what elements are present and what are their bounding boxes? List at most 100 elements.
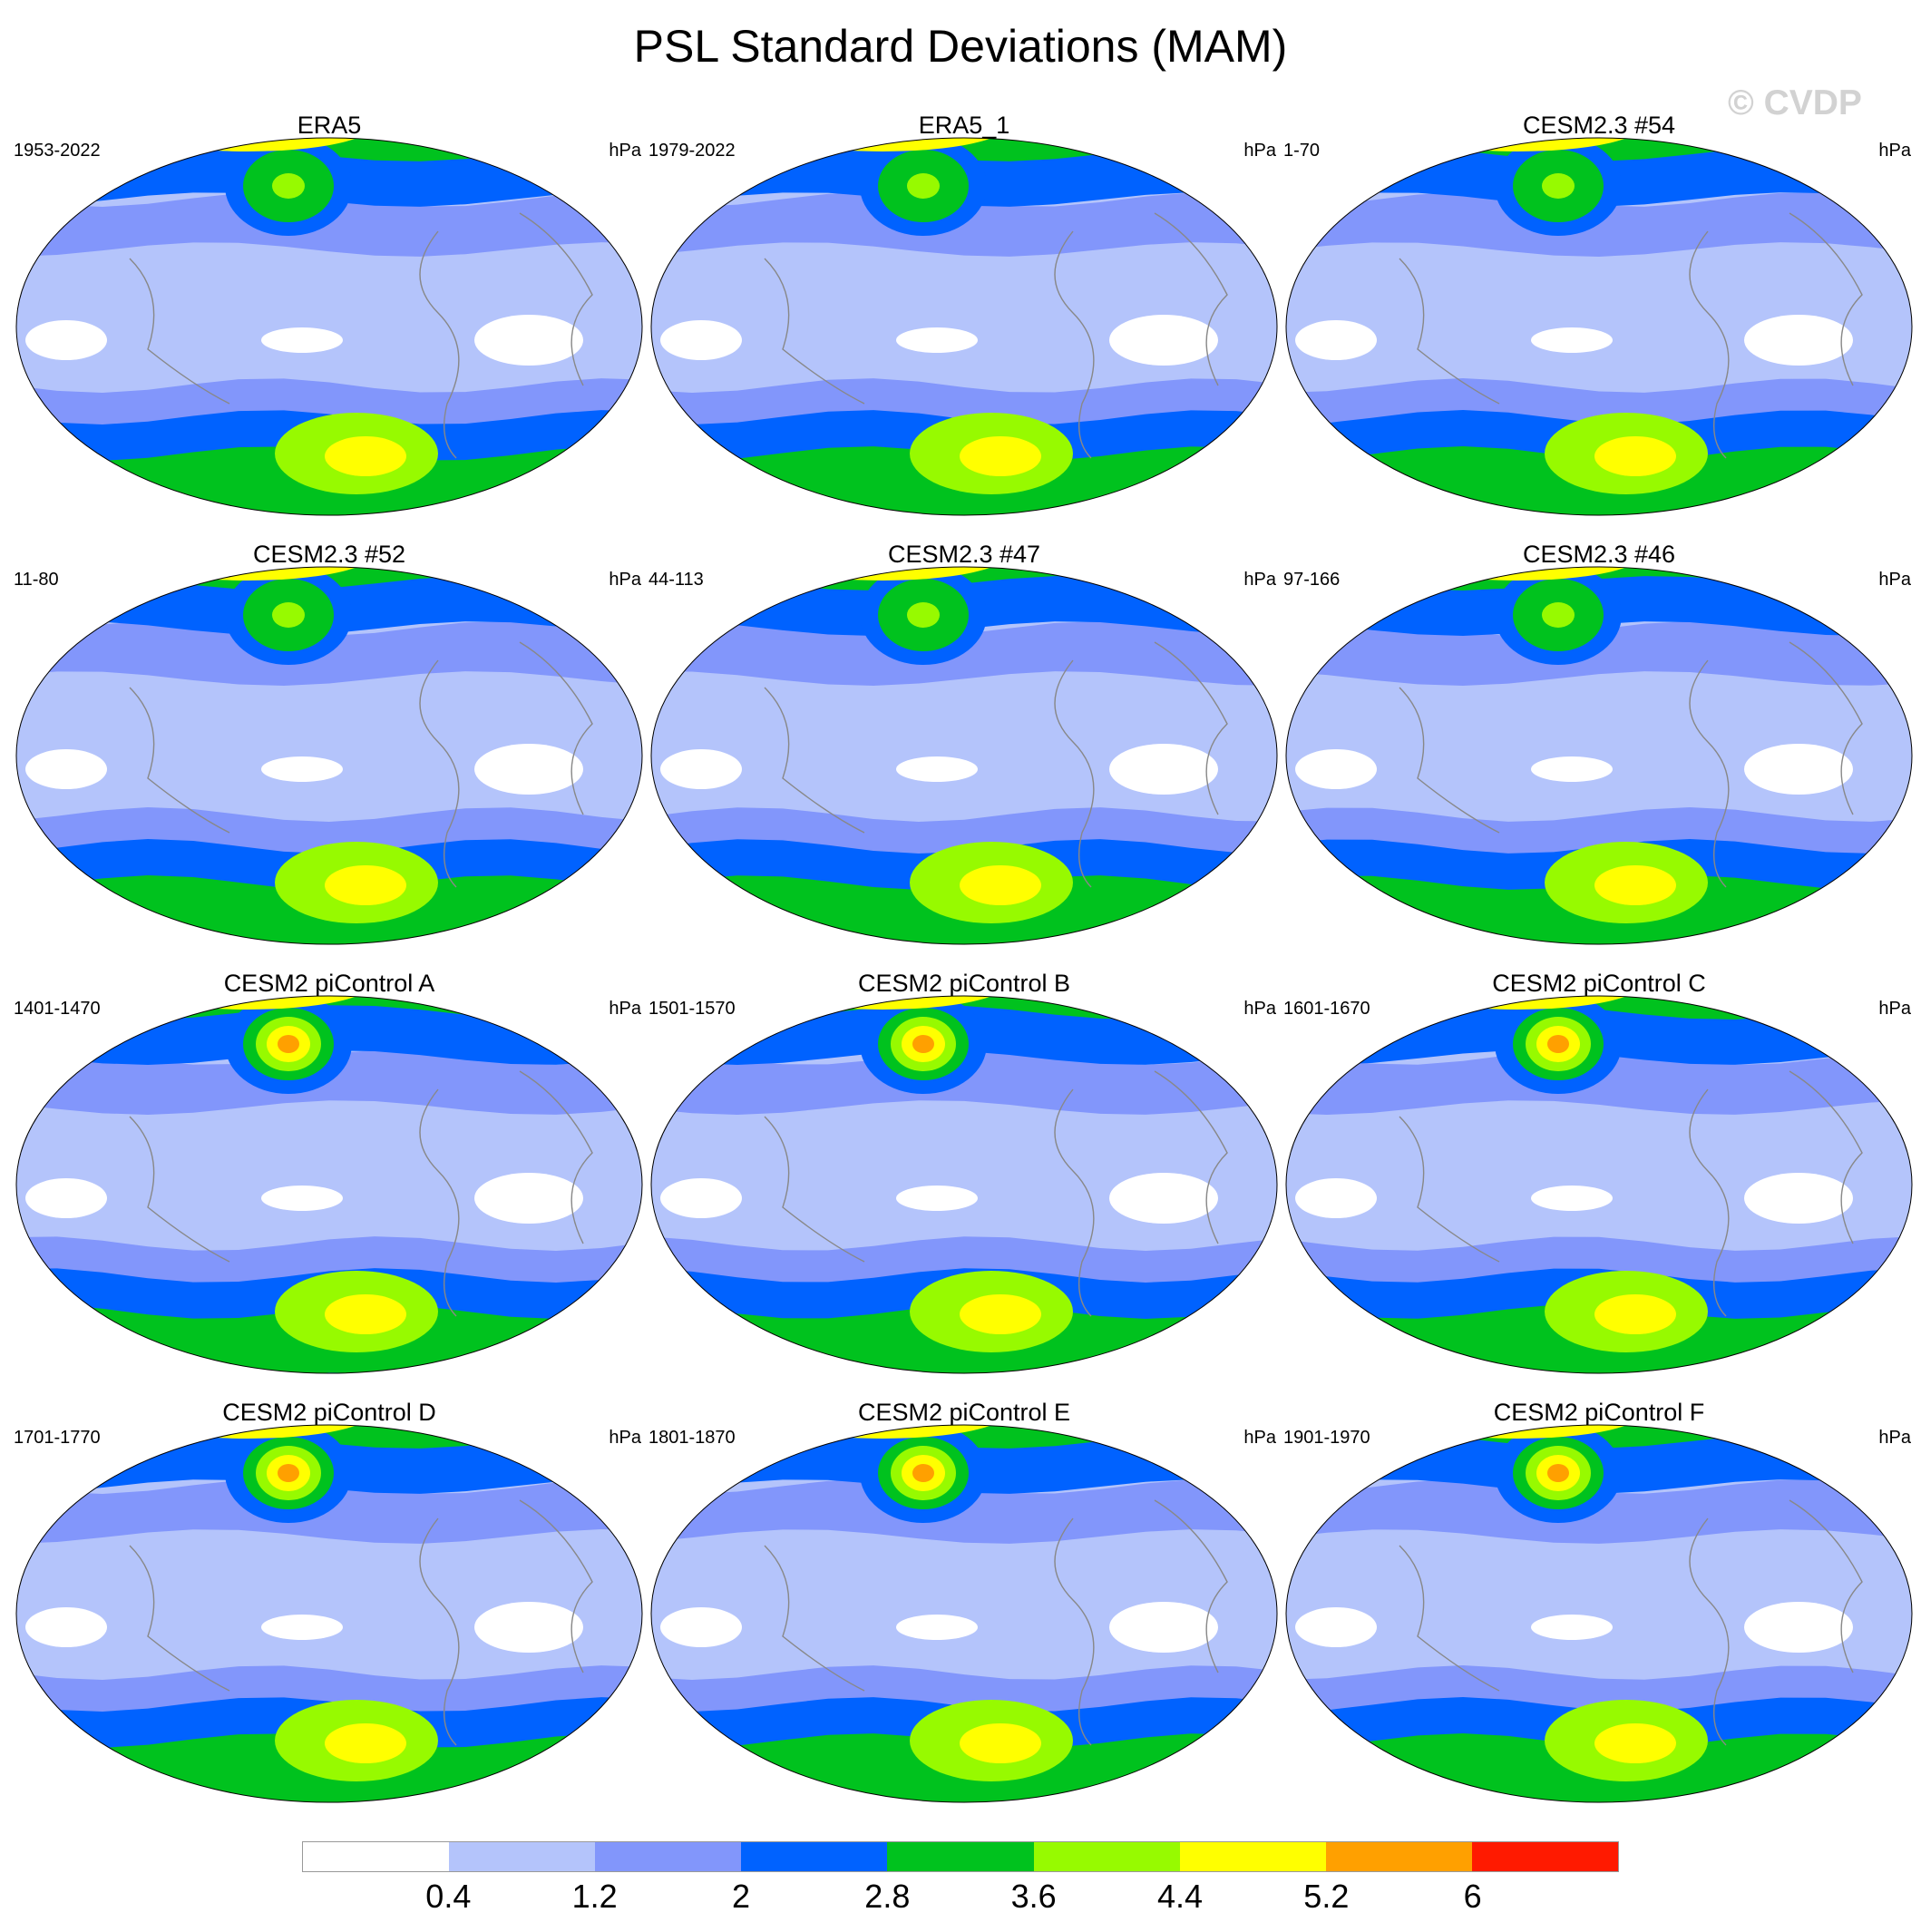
southern-maximum (1594, 865, 1676, 905)
coastlines (129, 641, 593, 888)
map-panel: CESM2.3 #46 97-166 hPa (1282, 541, 1916, 951)
panel-years: 1701-1770 (14, 1428, 101, 1448)
coastlines (129, 212, 593, 459)
panel-years: 1953-2022 (14, 141, 101, 161)
contour-band-north (16, 621, 642, 686)
contour-fill (1286, 138, 1912, 515)
panel-title: CESM2.3 #46 (1522, 541, 1676, 568)
panel-units: hPa (609, 141, 641, 161)
colorbar-tick-label: 4.4 (1156, 1878, 1204, 1915)
figure-title: PSL Standard Deviations (MAM) (633, 21, 1288, 72)
low-variance-patch (1109, 315, 1218, 366)
panel-units: hPa (1878, 999, 1911, 1019)
contour-fill (16, 996, 642, 1373)
contour-band-north (1286, 1479, 1912, 1544)
contour-fill (1286, 1425, 1912, 1802)
map-svg (650, 566, 1278, 945)
colorbar-tick-label: 1.2 (571, 1878, 618, 1915)
map-panel: CESM2 piControl B 1501-1570 hPa (647, 970, 1282, 1380)
map-panel: CESM2 piControl E 1801-1870 hPa (647, 1399, 1282, 1809)
map-panel: ERA5_1 1979-2022 hPa (647, 112, 1282, 522)
map-svg (15, 566, 643, 945)
map-outline (1285, 1424, 1913, 1803)
contour-band-north (16, 1479, 642, 1544)
panel-years: 1901-1970 (1283, 1428, 1370, 1448)
colorbar-tick-label: 5.2 (1303, 1878, 1350, 1915)
panel-title: CESM2 piControl E (857, 1399, 1071, 1426)
contour-band-north (651, 1050, 1277, 1115)
panel-title: CESM2 piControl D (222, 1399, 436, 1426)
contour-fill (16, 138, 642, 515)
panel-title: CESM2 piControl A (223, 970, 435, 997)
low-variance-patch (261, 1186, 343, 1211)
panel-units: hPa (1878, 570, 1911, 590)
panel-years: 1501-1570 (648, 999, 736, 1019)
aleutian-center (278, 1464, 299, 1482)
coastlines (764, 1070, 1228, 1317)
colorbar-swatch (1325, 1842, 1472, 1871)
colorbar-swatch (595, 1842, 742, 1871)
contour-fill (16, 567, 642, 944)
southern-maximum (325, 865, 406, 905)
low-variance-patch (1744, 1173, 1853, 1224)
low-variance-patch (660, 1178, 742, 1218)
map-panel: CESM2 piControl D 1701-1770 hPa (12, 1399, 647, 1809)
contour-fill (651, 996, 1277, 1373)
coastlines (1399, 212, 1863, 459)
panel-title: ERA5_1 (918, 112, 1010, 139)
map-outline (1285, 137, 1913, 516)
contour-band-south (1286, 1236, 1912, 1292)
colorbar (302, 1841, 1619, 1872)
aleutian-center (912, 1035, 934, 1053)
contour-band-north (1286, 1050, 1912, 1115)
map-outline (15, 1424, 643, 1803)
low-variance-patch (1295, 1178, 1377, 1218)
panel-units: hPa (1243, 1428, 1276, 1448)
southern-maximum (325, 436, 406, 476)
low-variance-patch (1744, 744, 1853, 795)
low-variance-patch (1109, 1173, 1218, 1224)
map-outline (15, 566, 643, 945)
low-variance-patch (1744, 1602, 1853, 1653)
panel-title: CESM2 piControl F (1493, 1399, 1705, 1426)
coastlines (764, 641, 1228, 888)
colorbar-swatch (1471, 1842, 1618, 1871)
map-svg (1285, 995, 1913, 1374)
southern-maximum (325, 1294, 406, 1334)
low-variance-patch (1295, 1607, 1377, 1647)
panel-years: 1801-1870 (648, 1428, 736, 1448)
colorbar-tick-label: 3.6 (1010, 1878, 1057, 1915)
contour-fill (16, 1425, 642, 1802)
cvdp-watermark: © CVDP (1728, 83, 1862, 122)
map-outline (650, 1424, 1278, 1803)
colorbar-swatch (741, 1842, 888, 1871)
panel-units: hPa (609, 1428, 641, 1448)
map-svg (15, 995, 643, 1374)
aleutian-center (278, 1035, 299, 1053)
contour-band-north (16, 192, 642, 257)
map-svg (1285, 1424, 1913, 1803)
map-panel: ERA5 1953-2022 hPa (12, 112, 647, 522)
low-variance-patch (660, 320, 742, 360)
low-variance-patch (261, 327, 343, 353)
low-variance-patch (474, 1602, 583, 1653)
aleutian-center (1542, 173, 1575, 199)
low-variance-patch (1744, 315, 1853, 366)
map-outline (15, 137, 643, 516)
map-outline (650, 137, 1278, 516)
colorbar-tick-label: 6 (1463, 1878, 1482, 1915)
colorbar-tick-label: 2.8 (864, 1878, 911, 1915)
map-panel: CESM2.3 #54 1-70 hPa (1282, 112, 1916, 522)
panel-title: CESM2.3 #52 (252, 541, 406, 568)
panel-units: hPa (1243, 570, 1276, 590)
colorbar-swatch (1033, 1842, 1180, 1871)
low-variance-patch (1531, 756, 1613, 782)
map-outline (1285, 566, 1913, 945)
low-variance-patch (1295, 749, 1377, 789)
panel-units: hPa (1878, 1428, 1911, 1448)
low-variance-patch (261, 1615, 343, 1640)
map-svg (1285, 137, 1913, 516)
aleutian-center (907, 602, 940, 628)
map-svg (15, 1424, 643, 1803)
southern-maximum (1594, 436, 1676, 476)
